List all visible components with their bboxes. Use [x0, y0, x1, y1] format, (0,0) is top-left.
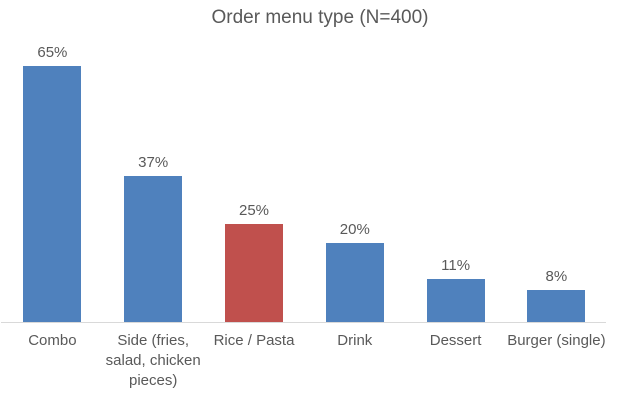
bar [325, 243, 384, 322]
bar-value-label: 20% [339, 221, 370, 238]
x-axis-label: Side (fries, salad, chicken pieces) [105, 332, 201, 389]
bar-value-label: 8% [545, 268, 568, 285]
x-axis-label: Drink [337, 332, 373, 349]
bar [225, 224, 283, 322]
bar-value-label: 65% [37, 44, 68, 61]
bar-value-label: 11% [441, 257, 471, 274]
bar-value-label: 37% [138, 154, 169, 171]
bar [426, 279, 485, 322]
x-axis-label: Burger (single) [507, 332, 606, 349]
bar-value-label: 25% [238, 202, 270, 219]
chart-title: Order menu type (N=400) [211, 7, 429, 28]
x-axis-label: Dessert [429, 332, 482, 349]
bar [527, 290, 586, 322]
x-axis-label: Rice / Pasta [213, 332, 295, 349]
x-axis-line [1, 322, 606, 323]
bar [23, 66, 82, 322]
x-axis-label: Combo [28, 332, 77, 349]
bar [124, 176, 183, 322]
